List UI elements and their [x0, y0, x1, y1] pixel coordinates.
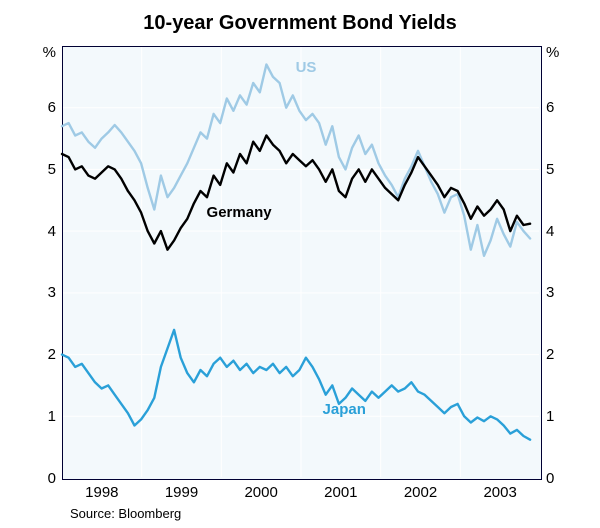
y-tick-label: 4	[48, 223, 56, 240]
y-tick-label: 0	[546, 470, 554, 487]
y-tick-label: 2	[546, 346, 554, 363]
series-label-us: US	[261, 59, 351, 76]
x-tick-label: 1998	[77, 484, 127, 501]
y-unit-label: %	[43, 44, 56, 61]
chart-svg	[0, 0, 600, 528]
series-label-japan: Japan	[299, 401, 389, 418]
y-tick-label: 5	[48, 161, 56, 178]
x-tick-label: 2000	[236, 484, 286, 501]
chart-container: 10-year Government Bond Yields Source: B…	[0, 0, 600, 528]
y-tick-label: 3	[48, 284, 56, 301]
source-label: Source: Bloomberg	[70, 506, 181, 521]
y-tick-label: 0	[48, 470, 56, 487]
y-tick-label: 3	[546, 284, 554, 301]
y-tick-label: 6	[546, 99, 554, 116]
y-tick-label: 5	[546, 161, 554, 178]
x-tick-label: 1999	[157, 484, 207, 501]
y-unit-label: %	[546, 44, 559, 61]
series-label-germany: Germany	[194, 204, 284, 221]
y-tick-label: 1	[546, 408, 554, 425]
y-tick-label: 6	[48, 99, 56, 116]
y-tick-label: 4	[546, 223, 554, 240]
x-tick-label: 2003	[475, 484, 525, 501]
y-tick-label: 2	[48, 346, 56, 363]
x-tick-label: 2002	[396, 484, 446, 501]
y-tick-label: 1	[48, 408, 56, 425]
x-tick-label: 2001	[316, 484, 366, 501]
